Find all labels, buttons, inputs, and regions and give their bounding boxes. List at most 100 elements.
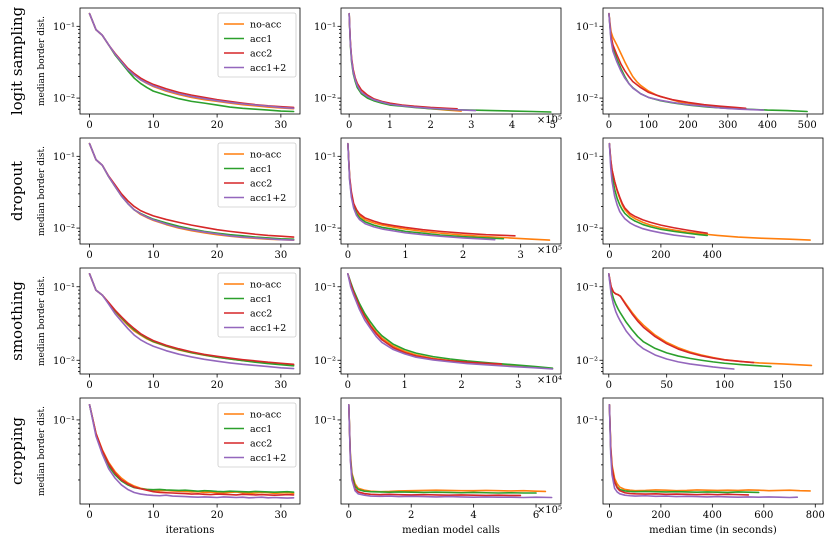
x-tick-label: 10 <box>147 250 160 261</box>
x-tick-label: 20 <box>211 380 224 391</box>
legend: no-acc acc1 acc2 acc1+2 <box>217 142 297 208</box>
x-tick-label: 1 <box>387 120 393 131</box>
series-line-acc2 <box>608 12 747 110</box>
x-tick-label: 2 <box>460 250 466 261</box>
x-offset-label: ×10⁵ <box>537 505 562 516</box>
x-tick-label: 30 <box>275 380 288 391</box>
subplot-panel: 0 1 2 3 ×10⁴ 10⁻¹ 10⁻² <box>314 267 562 391</box>
x-tick-label: 0 <box>606 380 612 391</box>
row-label: cropping <box>8 417 26 485</box>
y-tick-label: 10⁻¹ <box>576 22 598 33</box>
x-offset-label: ×10⁵ <box>537 115 562 126</box>
legend-box <box>217 142 297 208</box>
y-tick-label: 10⁻¹ <box>314 22 336 33</box>
legend-label: acc1 <box>250 34 272 45</box>
series-line-acc1+2 <box>347 273 554 370</box>
y-tick-label: 10⁻¹ <box>53 282 75 293</box>
x-tick-label: 30 <box>275 120 288 131</box>
x-tick-label: 500 <box>798 120 817 131</box>
subplot-panel: 0 2 4 6×10⁵ 10⁻¹ median model calls <box>314 397 562 536</box>
y-tick-label: 10⁻² <box>314 224 336 235</box>
x-tick-label: 1 <box>402 250 408 261</box>
subplot-panel: 0 10 20 30 10⁻¹ 10⁻² no-acc acc1 acc2 acc1+2 <box>53 137 301 261</box>
subplot-panel: 0 10 20 30 10⁻¹ 10⁻² no-acc acc1 acc2 acc1+2 <box>53 7 301 131</box>
x-axis-label: iterations <box>166 525 215 536</box>
series-line-acc1+2 <box>608 12 765 111</box>
series-line-acc1 <box>608 403 760 494</box>
x-axis-label: median model calls <box>402 525 500 536</box>
x-axis-label: median time (in seconds) <box>649 525 777 536</box>
legend-box <box>217 402 297 468</box>
subplot-panel: 0 1 2 3 4 5×10⁵ 10⁻¹ 10⁻² <box>314 7 562 131</box>
legend: no-acc acc1 acc2 acc1+2 <box>217 12 297 78</box>
plot-frame <box>79 267 301 375</box>
x-tick-label: 3 <box>515 380 521 391</box>
y-tick-label: 10⁻¹ <box>314 282 336 293</box>
legend-box <box>217 12 297 78</box>
legend-label: acc2 <box>250 439 272 450</box>
series-line-no-acc <box>607 273 813 367</box>
x-tick-label: 3 <box>468 120 474 131</box>
y-tick-label: 10⁻¹ <box>53 415 75 426</box>
series-line-acc2 <box>347 403 522 497</box>
legend-box <box>217 272 297 338</box>
plot-frame <box>340 397 562 505</box>
y-tick-label: 10⁻² <box>576 224 598 235</box>
y-tick-label: 10⁻² <box>53 224 75 235</box>
plot-frame <box>602 397 824 505</box>
x-tick-label: 0 <box>86 510 92 521</box>
x-offset-label: ×10⁴ <box>537 375 562 386</box>
series-line-acc1+2 <box>348 12 477 112</box>
series-line-no-acc <box>608 12 745 110</box>
y-tick-label: 10⁻¹ <box>53 152 75 163</box>
y-tick-label: 10⁻² <box>576 356 598 367</box>
x-tick-label: 100 <box>639 120 658 131</box>
row-label: logit sampling <box>8 6 26 115</box>
series-line-acc2 <box>88 273 295 366</box>
x-tick-label: 30 <box>275 250 288 261</box>
row-label: dropout <box>8 161 26 221</box>
x-tick-label: 400 <box>758 120 777 131</box>
x-tick-label: 20 <box>211 510 224 521</box>
x-tick-label: 2 <box>408 510 414 521</box>
series-line-no-acc <box>608 142 811 241</box>
y-axis-label: median border dist. <box>37 406 47 496</box>
y-tick-label: 10⁻¹ <box>576 282 598 293</box>
row-label: smoothing <box>8 281 26 361</box>
series-line-acc1 <box>607 273 772 368</box>
x-tick-label: 30 <box>275 510 288 521</box>
series-line-no-acc <box>88 403 295 495</box>
y-axis-label: median border dist. <box>37 276 47 366</box>
series-line-acc1+2 <box>347 142 496 241</box>
x-tick-label: 150 <box>773 380 792 391</box>
series-line-acc2 <box>608 142 709 234</box>
legend-label: acc1 <box>250 294 272 305</box>
x-tick-label: 10 <box>147 510 160 521</box>
x-offset-label: ×10⁵ <box>537 245 562 256</box>
x-tick-label: 600 <box>754 510 773 521</box>
plot-frame <box>340 7 562 115</box>
series-line-acc1 <box>608 142 709 237</box>
y-tick-label: 10⁻¹ <box>314 152 336 163</box>
y-tick-label: 10⁻¹ <box>576 415 598 426</box>
plot-frame <box>602 7 824 115</box>
subplot-panel: 0 100 200 300 400 500 10⁻¹ 10⁻² <box>576 7 824 131</box>
plot-frame <box>340 267 562 375</box>
series-line-acc1+2 <box>347 403 553 499</box>
legend-label: acc2 <box>250 309 272 320</box>
legend-label: no-acc <box>250 410 281 421</box>
series-line-acc2 <box>347 142 516 237</box>
x-tick-label: 300 <box>718 120 737 131</box>
x-tick-label: 0 <box>346 510 352 521</box>
plot-frame <box>602 137 824 245</box>
y-tick-label: 10⁻² <box>314 356 336 367</box>
subplot-panel: 0 200 400 10⁻¹ 10⁻² <box>576 137 824 261</box>
x-tick-label: 0 <box>86 380 92 391</box>
x-tick-label: 2 <box>458 380 464 391</box>
y-tick-label: 10⁻² <box>53 356 75 367</box>
x-tick-label: 10 <box>147 120 160 131</box>
x-tick-label: 0 <box>345 380 351 391</box>
y-axis-label: median border dist. <box>37 146 47 236</box>
series-line-acc2 <box>608 403 750 496</box>
